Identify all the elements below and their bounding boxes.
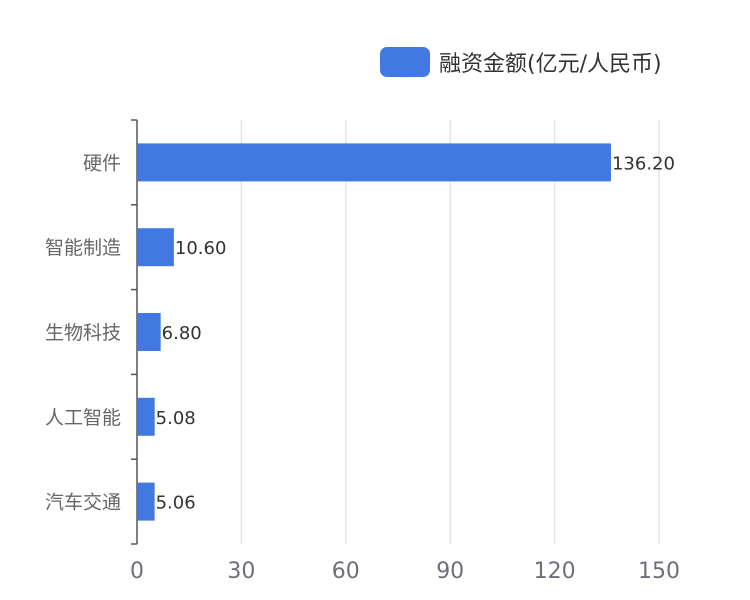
- data-label: 136.20: [612, 153, 675, 174]
- bar: [137, 482, 155, 521]
- data-label: 6.80: [162, 323, 202, 344]
- x-tick-label: 120: [534, 559, 576, 584]
- category-label: 智能制造: [45, 237, 121, 259]
- x-tick-label: 30: [227, 559, 255, 584]
- legend-swatch: [380, 47, 430, 77]
- data-label: 5.08: [156, 408, 196, 429]
- bar: [137, 143, 611, 182]
- data-label: 5.06: [156, 493, 196, 514]
- x-tick-label: 150: [638, 559, 680, 584]
- x-tick-label: 60: [332, 559, 360, 584]
- bar: [137, 228, 174, 267]
- category-label: 硬件: [83, 152, 121, 174]
- data-label: 10.60: [175, 238, 227, 259]
- x-tick-label: 90: [436, 559, 464, 584]
- category-label: 人工智能: [45, 407, 121, 429]
- x-tick-label: 0: [130, 559, 144, 584]
- legend-label: 融资金额(亿元/人民币): [439, 52, 662, 77]
- bar: [137, 397, 155, 436]
- bar: [137, 313, 161, 351]
- category-label: 生物科技: [45, 322, 121, 344]
- legend[interactable]: 融资金额(亿元/人民币): [380, 46, 662, 78]
- category-label: 汽车交通: [45, 492, 121, 514]
